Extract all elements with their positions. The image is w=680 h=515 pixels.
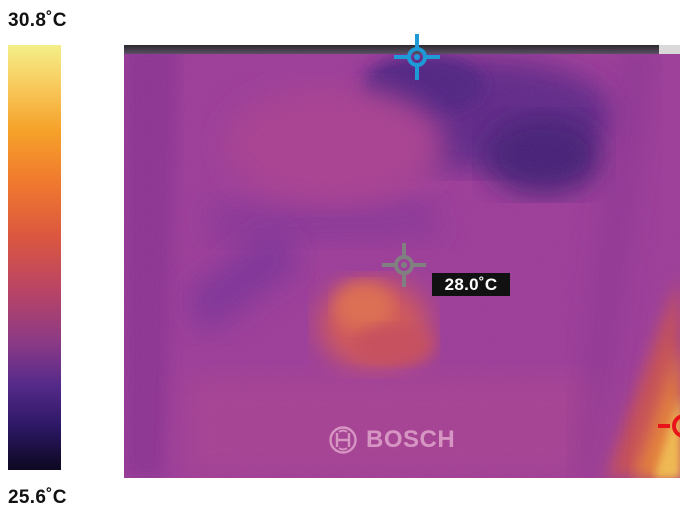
brand-name: BOSCH bbox=[366, 426, 456, 453]
thermal-image bbox=[124, 45, 680, 478]
center-spot-crosshair-icon bbox=[382, 243, 426, 287]
camera-frame-strip bbox=[124, 45, 659, 54]
cold-spot-crosshair-icon bbox=[394, 34, 440, 80]
hot-spot-crosshair-icon bbox=[658, 414, 680, 438]
center-spot-temperature: 28.0˚C bbox=[432, 273, 510, 296]
brand-watermark: BOSCH bbox=[328, 424, 488, 456]
thermal-heatmap bbox=[124, 45, 680, 478]
camera-frame-strip-edge bbox=[659, 45, 680, 54]
bosch-armature-icon bbox=[329, 426, 357, 454]
temperature-color-scale bbox=[8, 45, 61, 470]
max-temperature-label: 30.8˚C bbox=[8, 10, 67, 31]
min-temperature-label: 25.6˚C bbox=[8, 487, 67, 508]
